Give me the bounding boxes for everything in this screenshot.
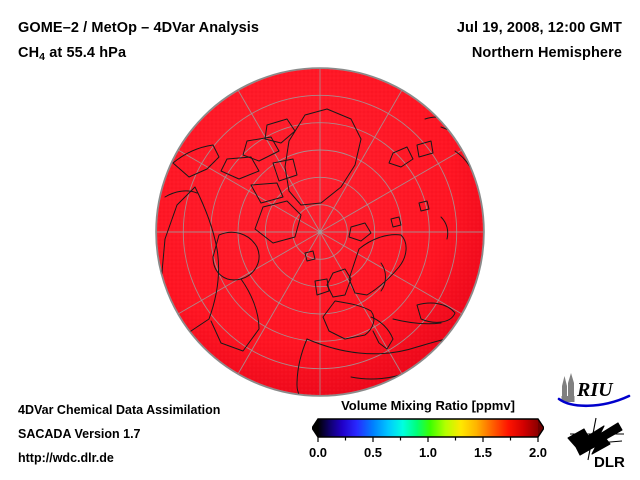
riu-wordmark: RIU: [576, 379, 614, 401]
figure-title-species: CH4 at 55.4 hPa: [18, 45, 126, 63]
colorbar-gradient-bar: [312, 418, 544, 438]
dlr-logo: DLR: [566, 414, 632, 470]
colorbar-tick-0: 0.0: [308, 445, 328, 460]
north-pole-marker: [318, 230, 322, 234]
riu-swoosh-icon: [557, 394, 631, 408]
riu-spires-icon: [561, 373, 575, 402]
colorbar: Volume Mixing Ratio [ppmv]: [308, 398, 548, 473]
footer-version-line: SACADA Version 1.7: [18, 427, 141, 441]
globe-map: [155, 67, 485, 397]
colorbar-tick-2: 1.0: [418, 445, 438, 460]
riu-logo: RIU: [557, 372, 631, 408]
colorbar-extend-high-arrow: [538, 419, 544, 437]
species-level: at 55.4 hPa: [45, 45, 127, 61]
colorbar-tick-1: 0.5: [363, 445, 383, 460]
colorbar-tick-4: 2.0: [528, 445, 548, 460]
colorbar-tick-labels: 0.0 0.5 1.0 1.5 2.0: [308, 445, 548, 467]
colorbar-ticks: [317, 437, 539, 442]
dlr-mark-icon: [567, 422, 623, 456]
species-subscript: 4: [39, 51, 46, 63]
figure-region: Northern Hemisphere: [471, 45, 622, 61]
colorbar-title: Volume Mixing Ratio [ppmv]: [341, 398, 515, 413]
species-name: CH: [18, 45, 40, 61]
coastlines: [160, 108, 482, 396]
dlr-mark-lines: [570, 417, 624, 461]
figure-title-instrument: GOME–2 / MetOp – 4DVar Analysis: [18, 20, 260, 36]
dlr-wordmark: DLR: [594, 454, 625, 470]
footer-url-line[interactable]: http://wdc.dlr.de: [18, 451, 114, 465]
globe-outline: [155, 67, 485, 397]
footer-project-line: 4DVar Chemical Data Assimilation: [18, 403, 221, 417]
colorbar-extend-low-arrow: [312, 419, 318, 437]
graticule-meridians: [156, 68, 484, 396]
figure-datetime: Jul 19, 2008, 12:00 GMT: [456, 20, 622, 36]
colorbar-tick-3: 1.5: [473, 445, 493, 460]
